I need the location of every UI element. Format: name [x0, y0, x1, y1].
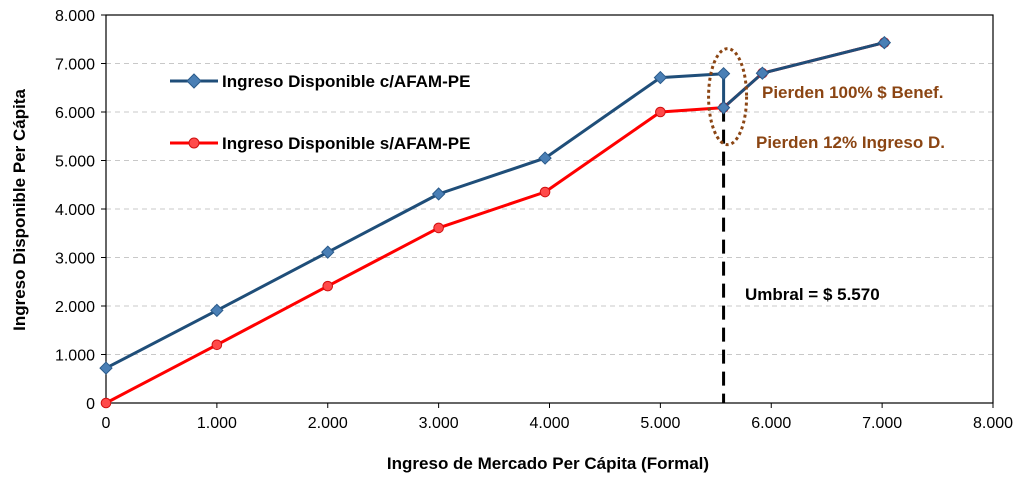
x-tick-label-0: 0 — [102, 415, 111, 432]
series-1-point-0 — [100, 362, 112, 374]
series-2-point-0 — [101, 398, 111, 408]
tick-labels: 0 1.000 2.000 3.000 4.000 5.000 6.000 7.000 8.00… — [55, 8, 1013, 432]
x-tick-label-6: 6.000 — [751, 415, 791, 432]
x-axis-title: Ingreso de Mercado Per Cápita (Formal) — [387, 454, 709, 473]
legend-label-series-1: Ingreso Disponible c/AFAM-PE — [222, 72, 470, 91]
series-2-point-5 — [656, 107, 666, 117]
series-1-point-9 — [878, 37, 890, 49]
legend-item-series-1: Ingreso Disponible c/AFAM-PE — [170, 72, 470, 91]
series-2-point-3 — [434, 223, 444, 233]
x-tick-label-4: 4.000 — [529, 415, 569, 432]
series-2-point-1 — [212, 340, 222, 350]
series-2-point-4 — [540, 187, 550, 197]
x-tick-label-3: 3.000 — [419, 415, 459, 432]
legend-item-series-2: Ingreso Disponible s/AFAM-PE — [170, 134, 470, 153]
legend-marker-series-1 — [187, 74, 201, 88]
y-tick-label-7: 7.000 — [55, 57, 95, 74]
legend-marker-series-2 — [189, 138, 199, 148]
annotation-benefit-loss: Pierden 100% $ Benef. — [762, 83, 943, 102]
x-tick-label-7: 7.000 — [862, 415, 902, 432]
y-tick-label-6: 6.000 — [55, 105, 95, 122]
y-axis-title: Ingreso Disponible Per Cápita — [10, 89, 29, 331]
y-tick-label-8: 8.000 — [55, 8, 95, 25]
series-1-point-1 — [211, 304, 223, 316]
y-tick-label-0: 0 — [86, 396, 95, 413]
y-tick-label-5: 5.000 — [55, 154, 95, 171]
legend-label-series-2: Ingreso Disponible s/AFAM-PE — [222, 134, 470, 153]
y-tick-label-4: 4.000 — [55, 202, 95, 219]
y-tick-label-1: 1.000 — [55, 348, 95, 365]
y-tick-label-2: 2.000 — [55, 299, 95, 316]
series-1-point-2 — [322, 246, 334, 258]
annotation-income-loss: Pierden 12% Ingreso D. — [756, 133, 945, 152]
x-tick-label-2: 2.000 — [308, 415, 348, 432]
y-tick-label-3: 3.000 — [55, 251, 95, 268]
threshold-label: Umbral = $ 5.570 — [745, 285, 880, 304]
series-1-point-6 — [718, 68, 730, 80]
x-tick-label-1: 1.000 — [197, 415, 237, 432]
x-tick-label-8: 8.000 — [973, 415, 1013, 432]
x-tick-label-5: 5.000 — [640, 415, 680, 432]
series-2-point-2 — [323, 281, 333, 291]
series-1-point-3 — [433, 188, 445, 200]
